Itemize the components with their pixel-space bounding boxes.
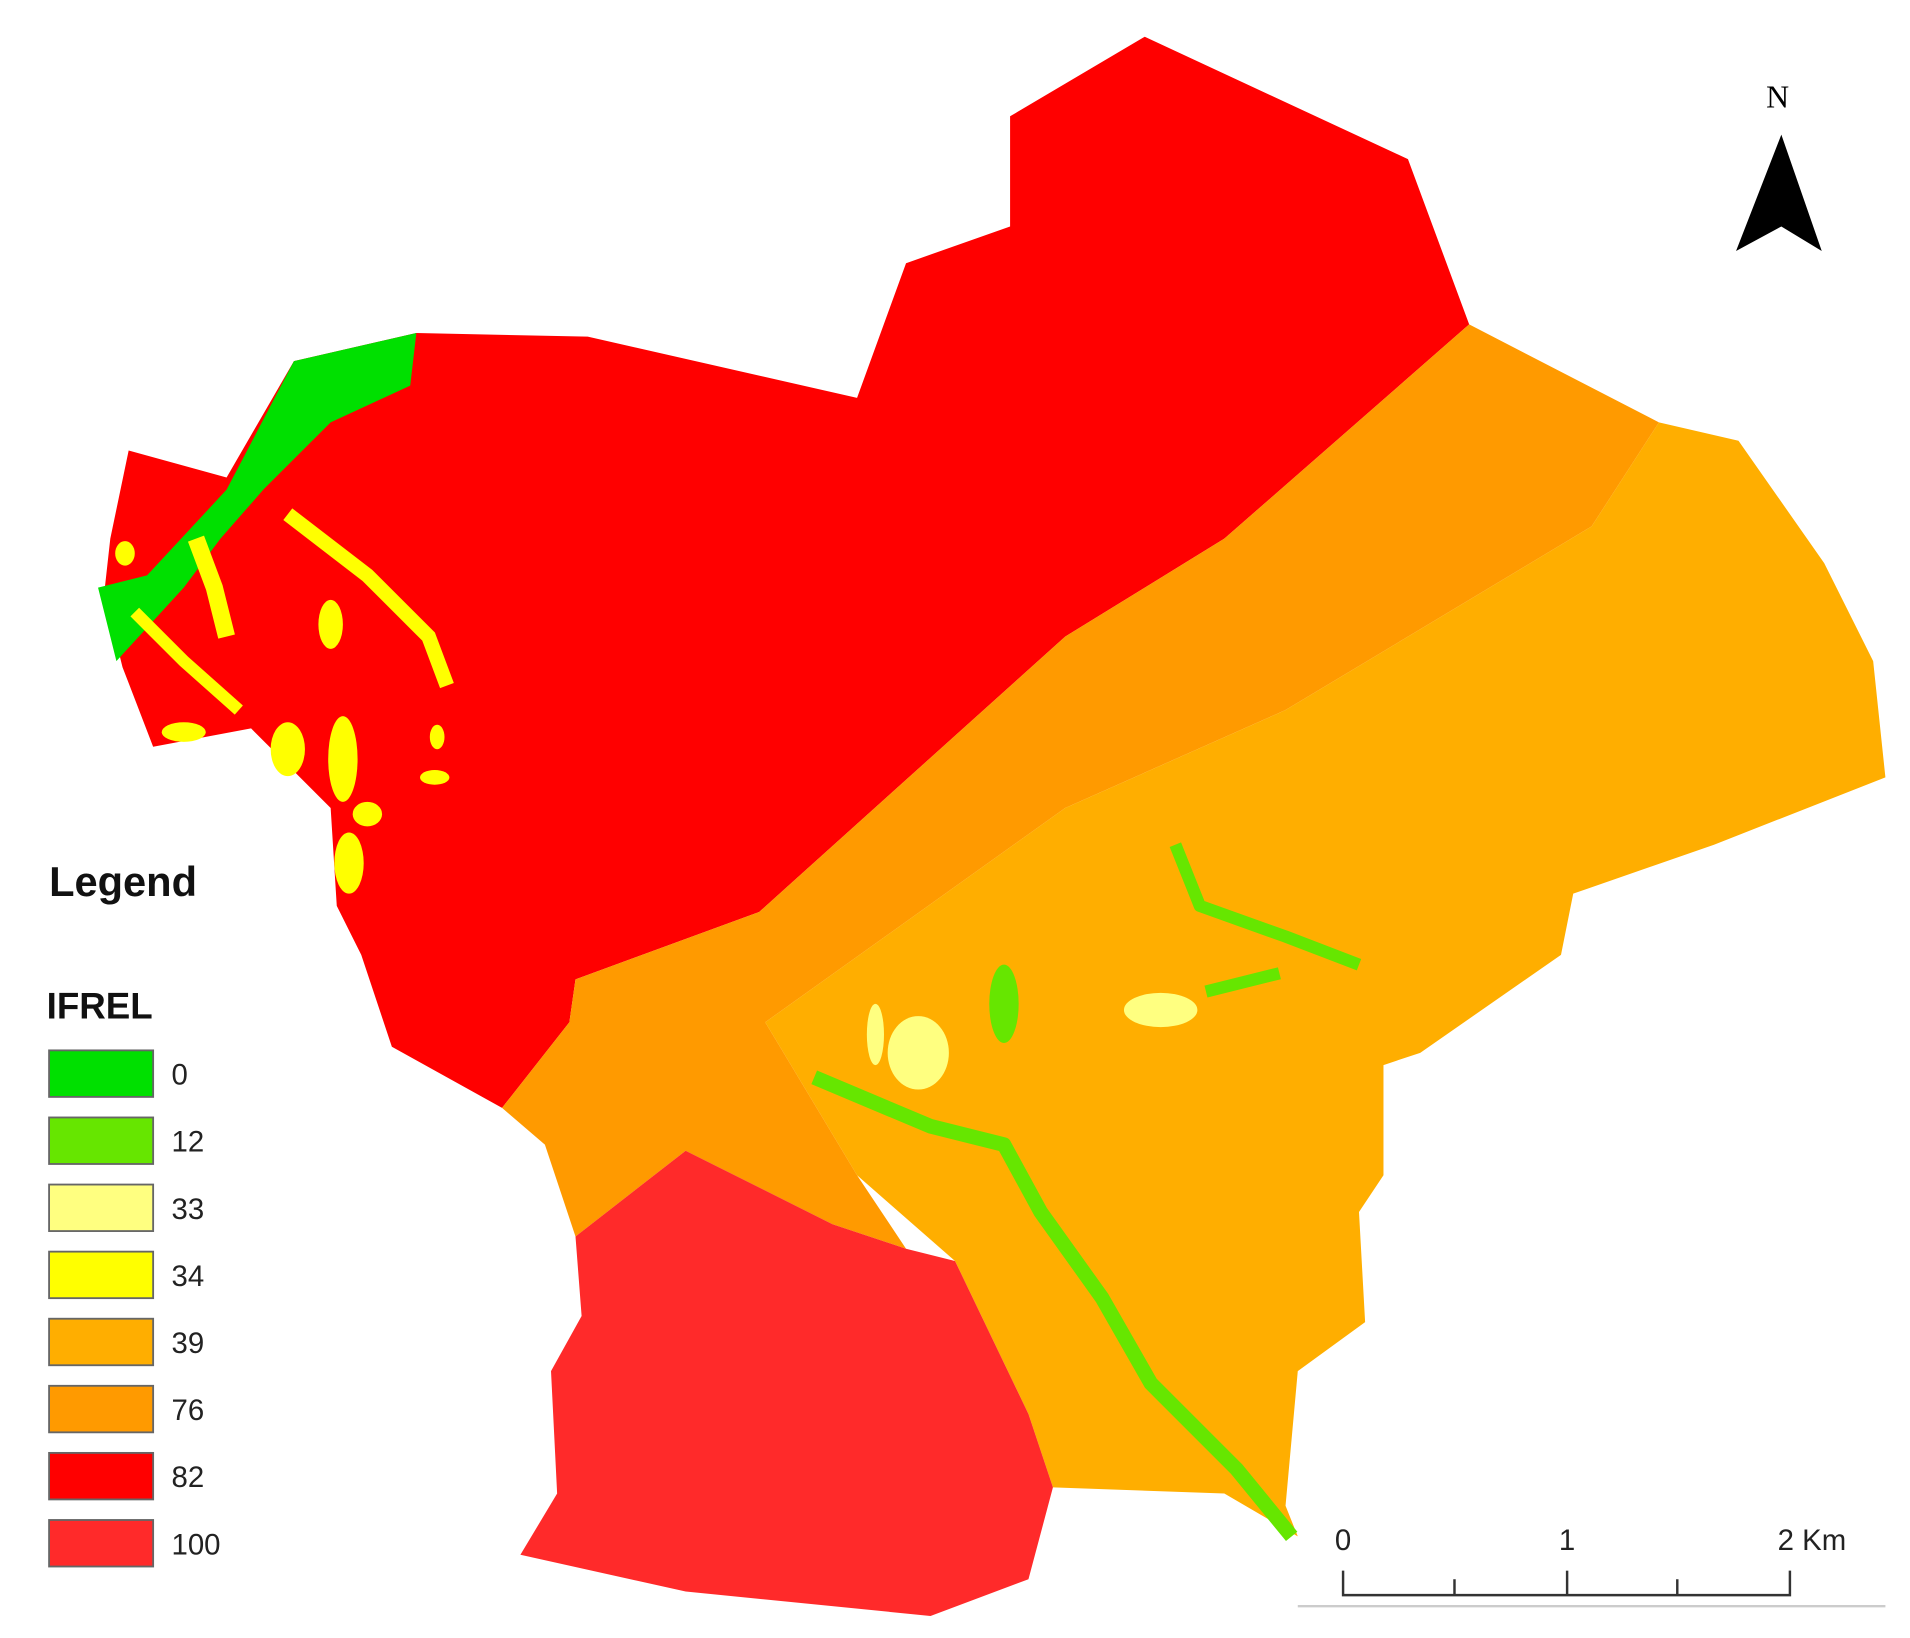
region-100 xyxy=(520,1150,1053,1616)
legend-swatch xyxy=(48,1317,155,1367)
patch-34 xyxy=(328,716,358,802)
legend-label: 39 xyxy=(172,1327,205,1360)
patch-33 xyxy=(866,1003,884,1066)
legend-label: 100 xyxy=(172,1528,221,1561)
patch-34 xyxy=(318,599,343,649)
stream-12 xyxy=(1204,967,1281,998)
legend-field: IFREL xyxy=(47,986,153,1027)
scale-label: 0 xyxy=(1335,1524,1351,1557)
legend-title: Legend xyxy=(49,858,197,905)
north-arrow: N xyxy=(1736,80,1822,251)
scale-label: 2 Km xyxy=(1778,1524,1847,1557)
patch-12 xyxy=(989,964,1019,1044)
patch-34 xyxy=(161,722,206,742)
region-76 xyxy=(502,324,1659,1249)
legend-label: 76 xyxy=(172,1394,205,1427)
patch-34 xyxy=(352,801,383,827)
patch-34 xyxy=(420,770,450,785)
legend-swatch xyxy=(48,1183,155,1232)
patches-34 xyxy=(115,508,454,894)
legend-swatch xyxy=(48,1384,155,1434)
patch-33 xyxy=(887,1016,949,1090)
legend-label: 34 xyxy=(172,1260,205,1293)
stream-12 xyxy=(811,1070,1298,1542)
legend: Legend IFREL 0 12 33 34 39 76 82 100 xyxy=(47,858,221,1568)
legend-swatch xyxy=(48,1049,155,1098)
patch-33 xyxy=(1123,992,1198,1028)
patch-34 xyxy=(270,722,305,777)
legend-label: 12 xyxy=(172,1126,205,1159)
legend-label: 0 xyxy=(172,1059,188,1092)
patch-34 xyxy=(429,724,445,750)
patch-34 xyxy=(187,535,235,639)
map-regions xyxy=(98,36,1886,1616)
scale-labels: 0 1 2 Km xyxy=(1335,1524,1846,1557)
legend-swatch xyxy=(48,1451,155,1501)
region-39 xyxy=(765,422,1886,1537)
legend-label: 82 xyxy=(172,1461,205,1494)
patch-34 xyxy=(115,541,135,566)
scale-label: 1 xyxy=(1559,1524,1575,1557)
legend-swatch xyxy=(48,1250,155,1300)
region-0 xyxy=(98,332,417,662)
north-label: N xyxy=(1766,80,1789,115)
patch-34 xyxy=(130,607,243,715)
legend-swatch xyxy=(48,1116,155,1165)
patch-34 xyxy=(283,508,454,689)
north-arrow-shape xyxy=(1736,134,1822,251)
stream-12 xyxy=(1169,842,1362,971)
patch-34 xyxy=(334,832,364,894)
legend-swatch xyxy=(48,1519,155,1568)
region-82 xyxy=(104,36,1470,1108)
legend-label: 33 xyxy=(172,1193,205,1226)
scale-bar: 0 1 2 Km xyxy=(1297,1524,1886,1608)
